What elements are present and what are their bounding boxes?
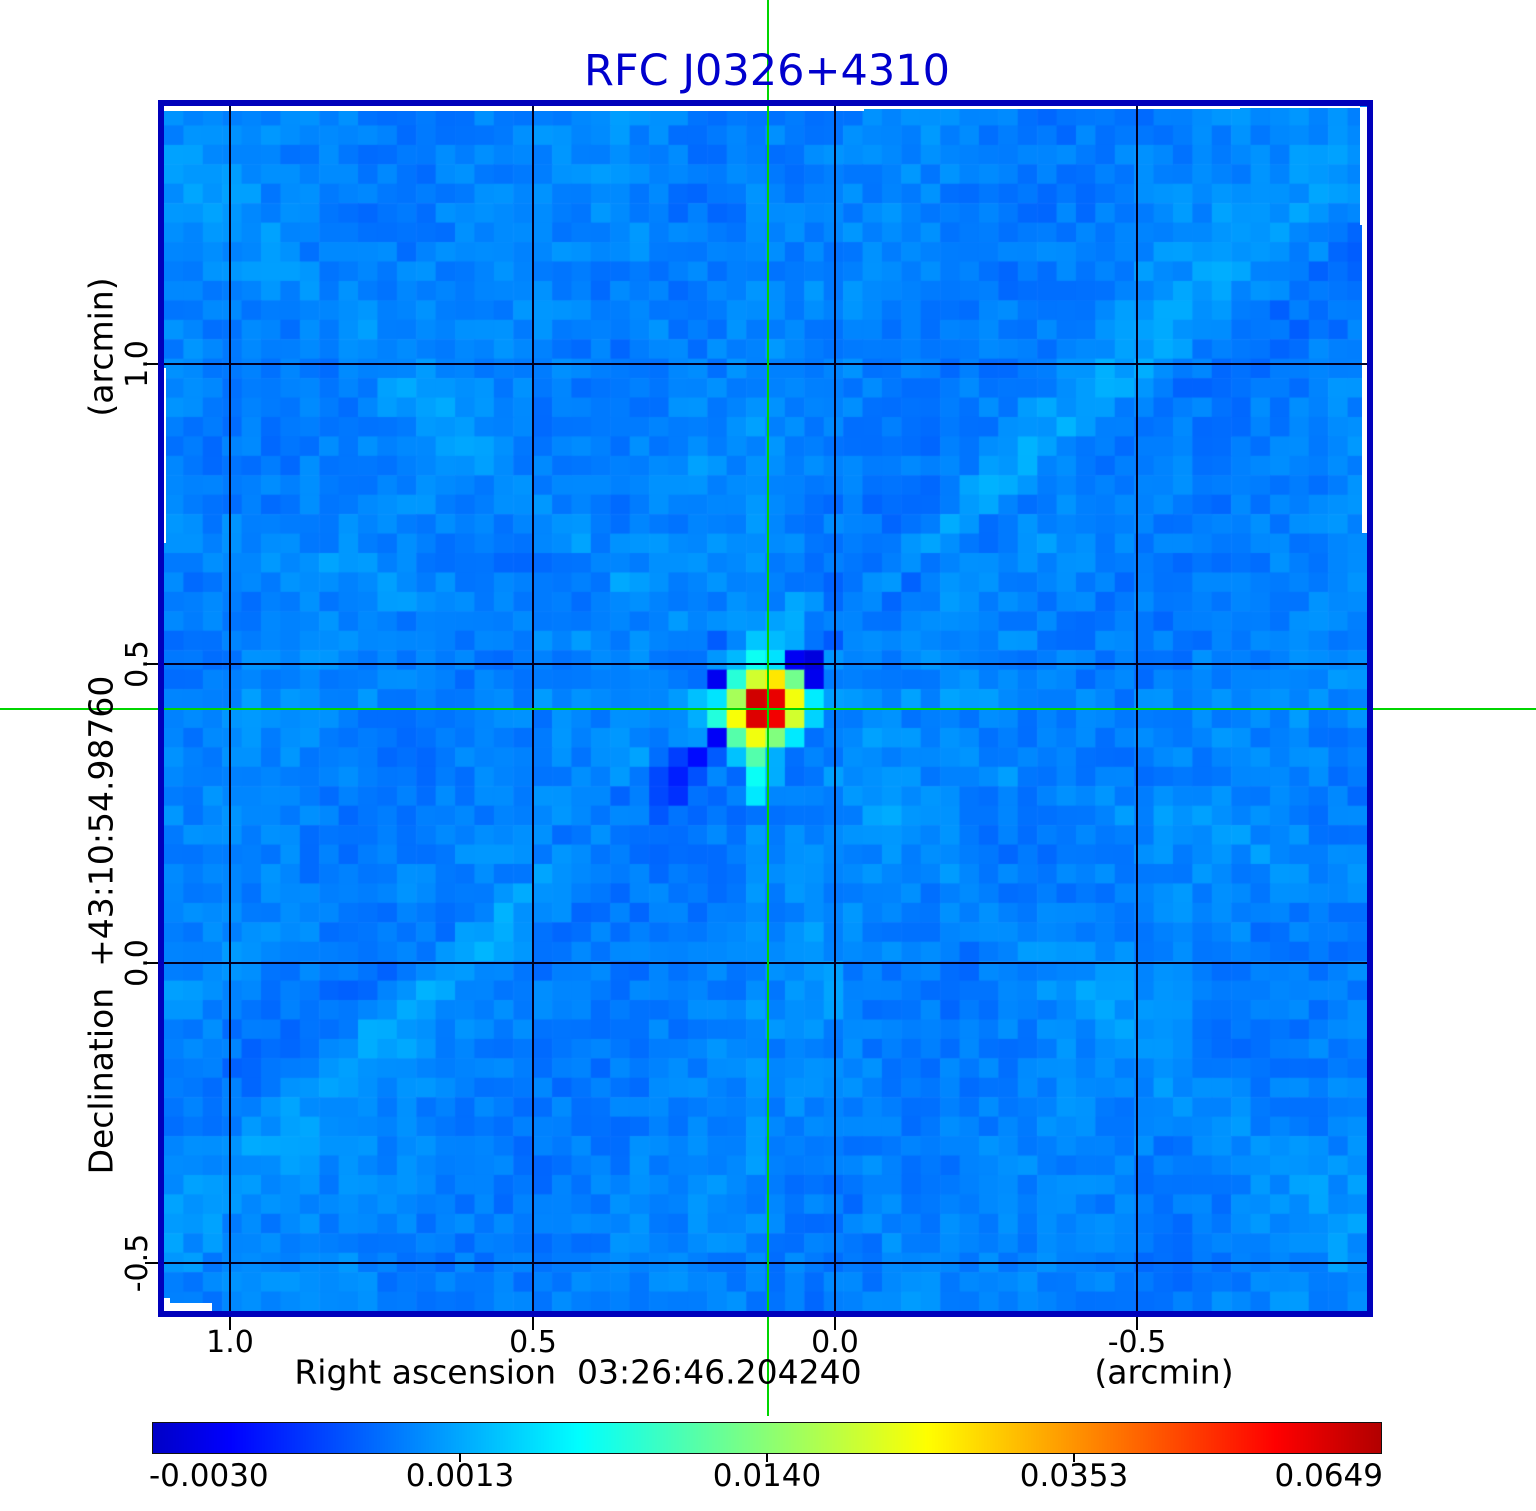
- crosshair-vertical-line: [767, 0, 769, 1416]
- x-tick-label: 0.0: [811, 1325, 859, 1360]
- map-edge-gap: [1238, 106, 1360, 108]
- y-tick-mark: [145, 663, 158, 665]
- gridline-horizontal: [164, 663, 1367, 665]
- map-edge-gap: [1360, 107, 1367, 225]
- colorbar-tick-mark: [766, 1453, 768, 1462]
- y-tick-mark: [145, 962, 158, 964]
- gridline-horizontal: [164, 363, 1367, 365]
- x-tick-mark: [229, 1317, 231, 1330]
- plot-frame: [158, 100, 1373, 1317]
- x-axis-unit-label: (arcmin): [1094, 1352, 1234, 1392]
- y-tick-label: 0.0: [120, 939, 155, 987]
- x-tick-label: 0.5: [509, 1325, 557, 1360]
- y-tick-label: 0.5: [120, 640, 155, 688]
- colorbar-tick-label: 0.0013: [405, 1458, 515, 1494]
- y-axis-unit-label: (arcmin): [81, 277, 121, 417]
- colorbar-tick-label: -0.0030: [149, 1458, 269, 1494]
- colorbar-tick-label: 0.0353: [1019, 1458, 1129, 1494]
- x-axis-title: Right ascension 03:26:46.204240: [294, 1352, 862, 1392]
- y-tick-label: -0.5: [120, 1233, 155, 1293]
- y-axis-title: Declination +43:10:54.98760: [81, 675, 121, 1175]
- colorbar-tick-label: 0.0649: [1274, 1458, 1383, 1494]
- map-edge-gap: [1362, 225, 1367, 533]
- colorbar-tick-mark: [1073, 1453, 1075, 1462]
- map-edge-gap: [860, 106, 1240, 109]
- map-edge-gap: [164, 106, 864, 111]
- colorbar-tick-mark: [459, 1453, 461, 1462]
- map-edge-gap: [164, 368, 166, 543]
- x-tick-mark: [1136, 1317, 1138, 1330]
- x-tick-label: 1.0: [206, 1325, 254, 1360]
- colorbar-gradient: [153, 1423, 1381, 1453]
- colorbar-tick-label: 0.0140: [712, 1458, 822, 1494]
- x-tick-mark: [834, 1317, 836, 1330]
- map-edge-gap: [164, 1303, 212, 1311]
- y-tick-mark: [145, 363, 158, 365]
- colorbar: [152, 1422, 1382, 1454]
- gridline-horizontal: [164, 962, 1367, 964]
- gridline-horizontal: [164, 1262, 1367, 1264]
- y-tick-label: 1.0: [120, 340, 155, 388]
- plot-title: RFC J0326+4310: [584, 46, 950, 96]
- x-tick-mark: [532, 1317, 534, 1330]
- y-tick-mark: [145, 1262, 158, 1264]
- x-tick-label: -0.5: [1107, 1325, 1167, 1360]
